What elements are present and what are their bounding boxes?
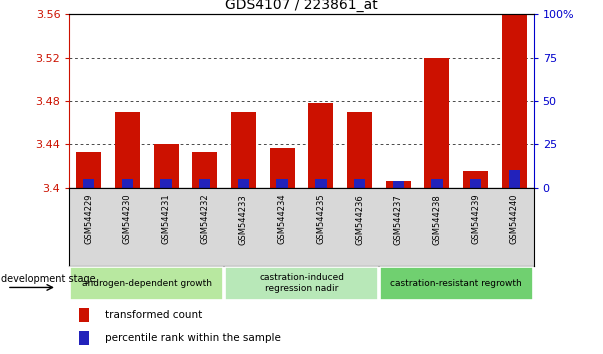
Text: GSM544237: GSM544237	[394, 194, 403, 245]
Bar	[509, 170, 520, 188]
Bar	[315, 179, 326, 188]
Text: castration-resistant regrowth: castration-resistant regrowth	[390, 279, 522, 288]
Bar	[160, 179, 172, 188]
Bar	[231, 112, 256, 188]
Text: transformed count: transformed count	[105, 310, 203, 320]
FancyBboxPatch shape	[225, 267, 378, 300]
Text: castration-induced
regression nadir: castration-induced regression nadir	[259, 274, 344, 293]
Text: androgen-dependent growth: androgen-dependent growth	[82, 279, 212, 288]
Bar	[122, 179, 133, 188]
Text: GSM544230: GSM544230	[123, 194, 132, 245]
Text: percentile rank within the sample: percentile rank within the sample	[105, 332, 281, 343]
Bar	[386, 181, 411, 188]
Text: GSM544232: GSM544232	[200, 194, 209, 245]
Text: GSM544231: GSM544231	[162, 194, 171, 245]
Bar	[154, 144, 178, 188]
Text: GSM544233: GSM544233	[239, 194, 248, 245]
Bar	[199, 179, 210, 188]
Bar	[78, 331, 89, 344]
Bar	[431, 179, 443, 188]
Bar	[277, 179, 288, 188]
Text: GSM544229: GSM544229	[84, 194, 93, 244]
Bar	[354, 179, 365, 188]
Text: GSM544238: GSM544238	[432, 194, 441, 245]
Bar	[347, 112, 372, 188]
Bar	[83, 179, 94, 188]
Bar	[463, 171, 488, 188]
Bar	[78, 308, 89, 322]
Bar	[425, 58, 449, 188]
Bar	[502, 14, 527, 188]
Title: GDS4107 / 223861_at: GDS4107 / 223861_at	[225, 0, 378, 12]
Bar	[76, 152, 101, 188]
Bar	[238, 179, 249, 188]
FancyBboxPatch shape	[380, 267, 533, 300]
FancyBboxPatch shape	[70, 267, 223, 300]
Bar	[308, 103, 333, 188]
Bar	[470, 179, 481, 188]
Text: GSM544234: GSM544234	[277, 194, 286, 245]
Text: GSM544240: GSM544240	[510, 194, 519, 244]
Text: development stage: development stage	[1, 274, 96, 284]
Text: GSM544236: GSM544236	[355, 194, 364, 245]
Bar	[192, 152, 217, 188]
Text: GSM544235: GSM544235	[317, 194, 326, 245]
Bar	[115, 112, 140, 188]
Text: GSM544239: GSM544239	[471, 194, 480, 245]
Bar	[393, 181, 404, 188]
Bar	[270, 148, 295, 188]
